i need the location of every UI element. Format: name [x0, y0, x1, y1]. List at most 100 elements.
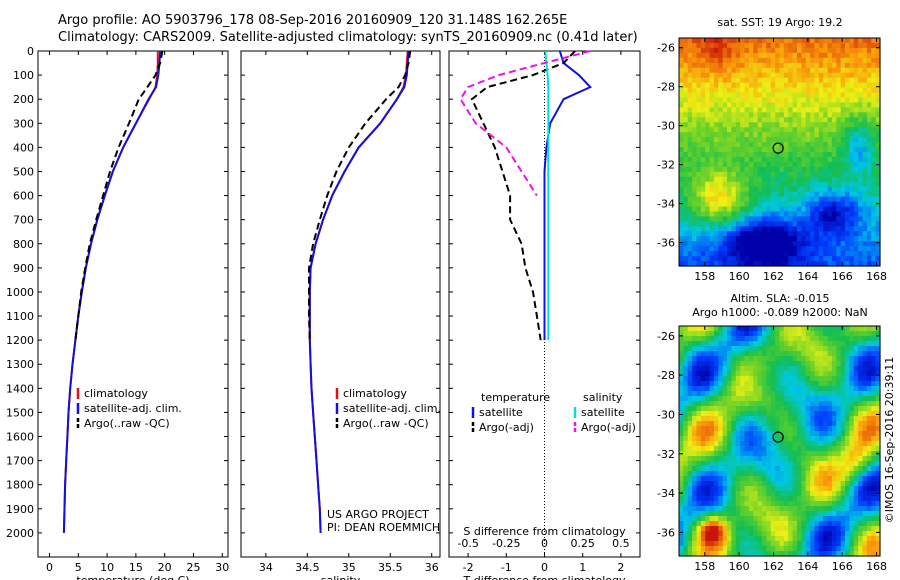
map-cell [862, 82, 868, 89]
map-cell [779, 471, 785, 477]
map-cell [796, 446, 802, 452]
map-cell [775, 411, 781, 417]
map-cell [692, 396, 698, 402]
map-cell [871, 361, 877, 367]
map-cell [731, 216, 737, 222]
map-cell [683, 42, 689, 49]
map-cell [827, 241, 833, 247]
imos-credit: ©IMOS 16-Sep-2016 20:39:11 [883, 357, 896, 523]
map-cell [805, 516, 811, 522]
map-cell [814, 221, 820, 227]
map-cell [735, 426, 741, 432]
map-cell [792, 451, 798, 457]
map-cell [766, 326, 772, 332]
map-cell [849, 471, 855, 477]
map-cell [831, 231, 837, 237]
map-cell [792, 206, 798, 213]
map-cell [792, 166, 798, 173]
map-cell [696, 231, 702, 237]
map-cell [788, 181, 794, 188]
map-cell [696, 67, 702, 74]
map-cell [700, 381, 706, 387]
map-cell [679, 241, 684, 247]
map-cell [814, 396, 820, 402]
map-cell [849, 87, 855, 94]
map-cell [845, 501, 851, 507]
map-cell [727, 112, 733, 118]
map-cell [823, 436, 829, 442]
map-cell [858, 426, 864, 432]
map-cell [845, 117, 851, 123]
map-cell [744, 436, 750, 442]
map-x-tick-label: 166 [832, 560, 853, 573]
map-cell [692, 516, 698, 522]
map-cell [849, 331, 855, 337]
map-cell [722, 221, 728, 227]
map-cell [700, 476, 706, 482]
map-cell [862, 211, 868, 218]
map-cell [858, 241, 864, 247]
map-cell [722, 156, 728, 163]
map-cell [735, 191, 741, 198]
map-cell [875, 137, 881, 143]
map-cell [735, 341, 741, 347]
map-cell [753, 127, 759, 133]
map-cell [692, 476, 698, 482]
map-cell [757, 196, 763, 203]
map-cell [757, 67, 763, 74]
map-cell [801, 431, 807, 437]
map-cell [814, 546, 820, 552]
map-cell [792, 386, 798, 392]
map-cell [727, 486, 733, 492]
map-cell [853, 161, 859, 168]
map-cell [836, 366, 842, 372]
map-cell [875, 471, 881, 477]
map-cell [705, 152, 711, 158]
map-cell [783, 506, 789, 512]
map-cell [762, 226, 767, 232]
map-cell [744, 496, 750, 502]
map-cell [845, 236, 851, 242]
map-cell [779, 536, 785, 542]
map-cell [696, 421, 702, 427]
map-cell [814, 226, 820, 232]
map-cell [744, 426, 750, 432]
map-cell [788, 481, 794, 487]
map-cell [740, 161, 746, 168]
map-cell [709, 336, 715, 342]
map-cell [805, 421, 811, 427]
map-cell [827, 536, 833, 542]
map-cell [679, 216, 684, 222]
map-cell [792, 102, 798, 108]
map-cell [827, 331, 833, 337]
map-cell [796, 241, 802, 247]
map-cell [709, 216, 715, 222]
map-cell [735, 156, 741, 163]
map-cell [748, 246, 754, 252]
map-cell [875, 366, 881, 372]
map-cell [845, 191, 851, 198]
map-cell [849, 386, 855, 392]
map-cell [779, 147, 785, 153]
map-cell [827, 186, 833, 193]
map-cell [740, 506, 746, 512]
map-cell [849, 57, 855, 64]
map-cell [805, 132, 811, 138]
map-cell [788, 156, 794, 163]
map-cell [814, 47, 820, 54]
map-cell [744, 152, 750, 158]
map-cell [788, 476, 794, 482]
map-cell [700, 191, 706, 198]
map-cell [683, 191, 689, 198]
map-cell [722, 341, 728, 347]
map-cell [845, 231, 851, 237]
map-cell [840, 112, 846, 118]
map-cell [858, 236, 864, 242]
map-cell [740, 471, 746, 477]
map-cell [757, 92, 763, 99]
map-cell [853, 42, 859, 49]
map-cell [722, 176, 728, 183]
map-cell [801, 491, 807, 497]
map-cell [831, 112, 837, 118]
map-cell [700, 456, 706, 462]
